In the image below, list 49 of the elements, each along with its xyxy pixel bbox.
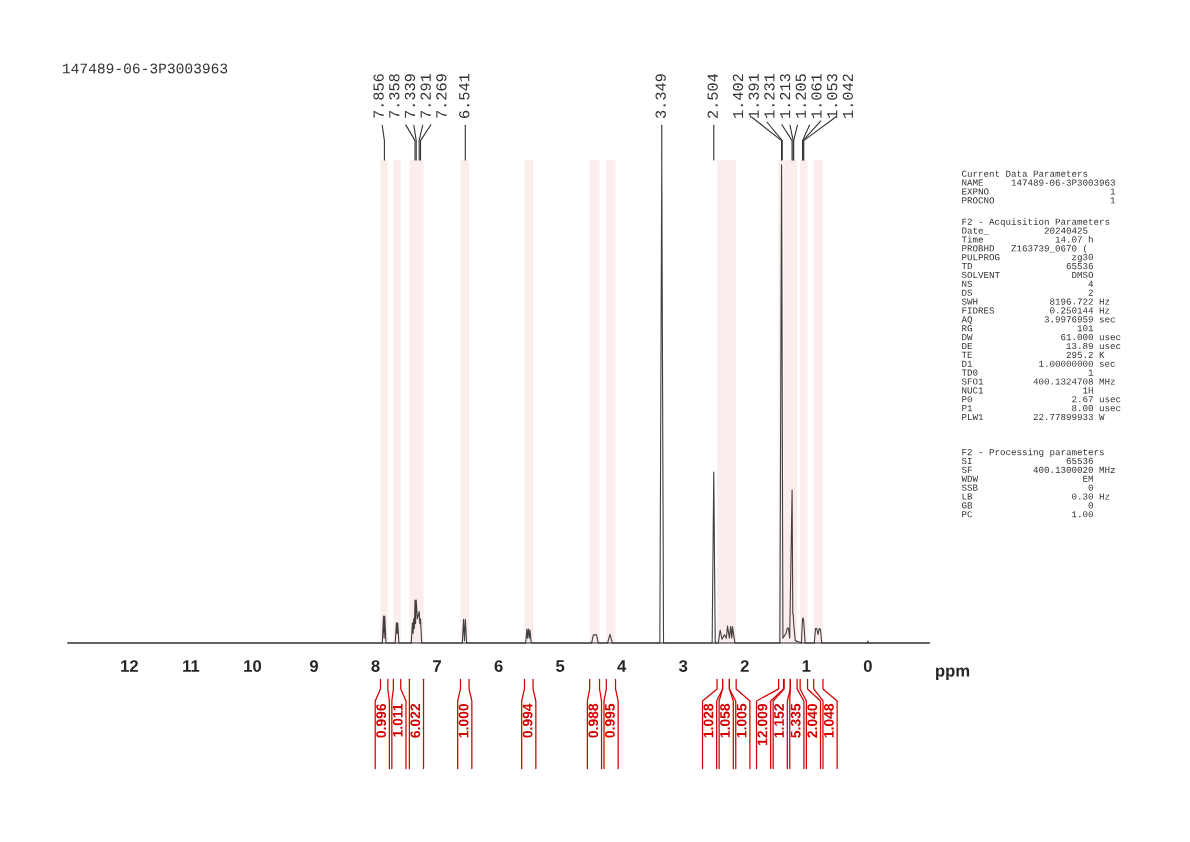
- band-label: 1.005: [736, 703, 747, 738]
- band-label: 2.040: [807, 703, 818, 738]
- text: Current Data Parameters NAME 147489-06-3P3003963 EXPNO 1 PROCNO 1: [962, 170, 1116, 204]
- text: F2 - Acquisition Parameters Date_ 20240425 Time 14.07 h PROBHD Z163739_0670 ( PULPROG zg30 TD 65536 SOLVENT DMSO NS 4 DS 2 SWH 8196.722 Hz FIDRES 0.250144 Hz AQ 3.9976959 sec RG 101 DW 61.000 usec DE 13.89 usec TE 295.2 K D1 1.00000000 sec TD0 1 SFO1 400.1324708 MHz NUC1 1H P0 2.67 usec P1 8.00 usec PLW1 22.77899933 W: [961, 218, 1121, 421]
- annotation: 6.541: [459, 73, 470, 118]
- annotation: 7.358: [389, 74, 400, 118]
- x-tick-label: 0: [863, 660, 872, 672]
- band-label: 0.995: [604, 703, 615, 738]
- chart-title: 147489-06-3P3003963: [62, 63, 228, 74]
- x-tick-label: 4: [617, 660, 627, 672]
- band-label: 0.996: [376, 703, 387, 738]
- band-label: 1.000: [458, 703, 469, 738]
- annotation: 7.291: [420, 73, 431, 118]
- x-tick-label: 1: [802, 660, 811, 672]
- band-label: 1.011: [392, 703, 403, 737]
- x-tick-label: 12: [121, 660, 138, 672]
- x-tick-label: 2: [740, 660, 749, 672]
- x-tick-label: 9: [309, 660, 319, 672]
- band-label: 1.152: [774, 703, 784, 738]
- x-tick-label: 5: [556, 660, 565, 672]
- band-label: 1.028: [703, 703, 714, 738]
- band-label: 5.335: [790, 703, 801, 738]
- annotation: 2.504: [707, 73, 718, 118]
- x-axis-title: ppm: [936, 667, 970, 680]
- text: F2 - Processing parameters SI 65536 SF 400.1300020 MHz WDW EM SSB 0 LB 0.30 Hz GB 0 PC 1.00: [961, 448, 1115, 518]
- x-tick-label: 3: [678, 660, 688, 672]
- band-label: 12.009: [757, 703, 768, 746]
- annotation: 7.269: [436, 74, 447, 118]
- x-tick-label: 11: [183, 660, 200, 672]
- x-tick-label: 10: [244, 660, 262, 672]
- band-label: 6.022: [410, 703, 421, 738]
- annotation: 1.053: [826, 74, 838, 118]
- annotation: 1.042: [842, 74, 854, 118]
- annotation: 7.339: [404, 74, 416, 118]
- annotation: 1.231: [764, 73, 775, 118]
- band-label: 1.058: [720, 703, 730, 738]
- x-tick-label: 7: [433, 660, 441, 672]
- band-label: 0.994: [522, 703, 533, 738]
- annotation: 3.349: [655, 74, 666, 119]
- annotation: 1.402: [732, 74, 744, 118]
- annotation: 1.061: [811, 73, 822, 118]
- band-label: 1.048: [823, 703, 834, 738]
- annotation: 1.205: [795, 74, 806, 118]
- band-label: 0.988: [588, 703, 599, 738]
- annotation: 1.213: [779, 74, 791, 118]
- x-tick-label: 8: [371, 660, 380, 672]
- x-tick-label: 6: [494, 660, 503, 672]
- annotation: 7.856: [373, 74, 384, 118]
- annotation: 1.391: [748, 73, 759, 118]
